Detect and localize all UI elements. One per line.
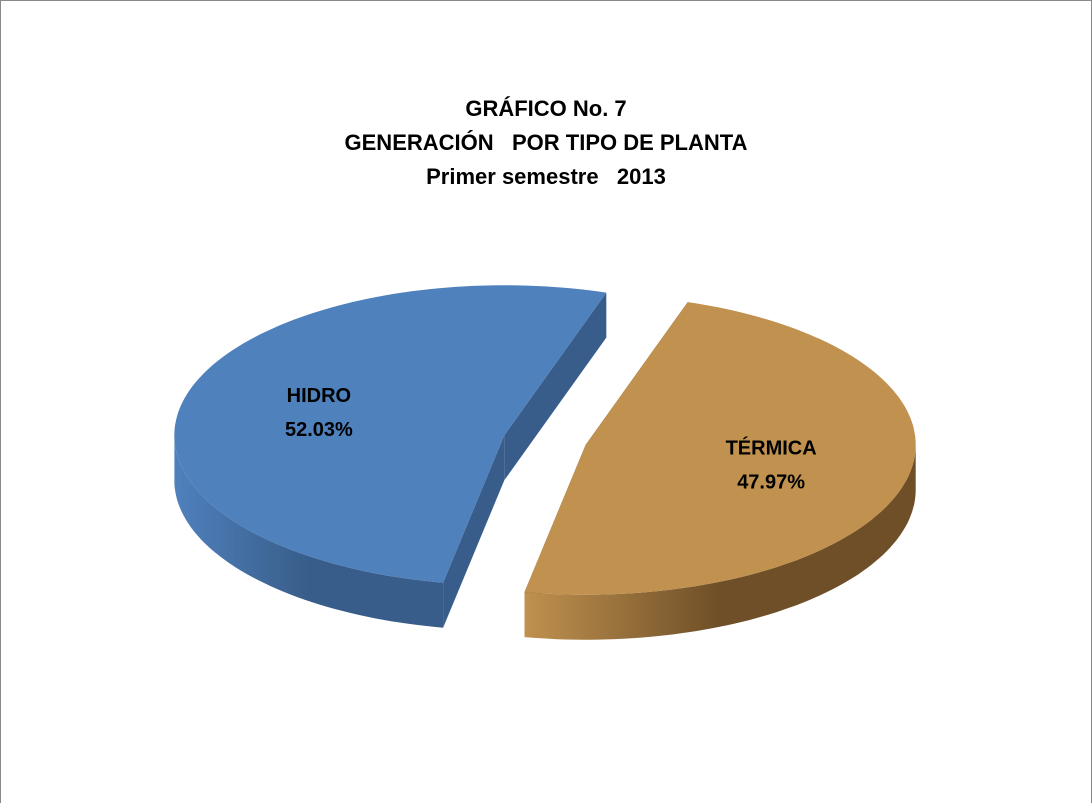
chart-title: Primer semestre 2013 bbox=[426, 164, 666, 189]
chart-title: GENERACIÓN POR TIPO DE PLANTA bbox=[345, 130, 748, 155]
slice-wall bbox=[443, 435, 505, 628]
slice-value-label: 52.03% bbox=[285, 419, 353, 441]
pie: HIDRO 52.03% TÉRMICA 47.97% bbox=[174, 285, 916, 640]
slice bbox=[174, 285, 607, 583]
slice-side bbox=[174, 438, 444, 628]
slice-wall bbox=[504, 292, 607, 481]
slice-category-label: TÉRMICA bbox=[726, 437, 817, 460]
slice-category-label: HIDRO bbox=[287, 385, 351, 407]
slice-side bbox=[524, 444, 916, 640]
chart-title: GRÁFICO No. 7 bbox=[465, 96, 626, 121]
slice-value-label: 47.97% bbox=[737, 472, 805, 494]
slice bbox=[524, 302, 916, 595]
